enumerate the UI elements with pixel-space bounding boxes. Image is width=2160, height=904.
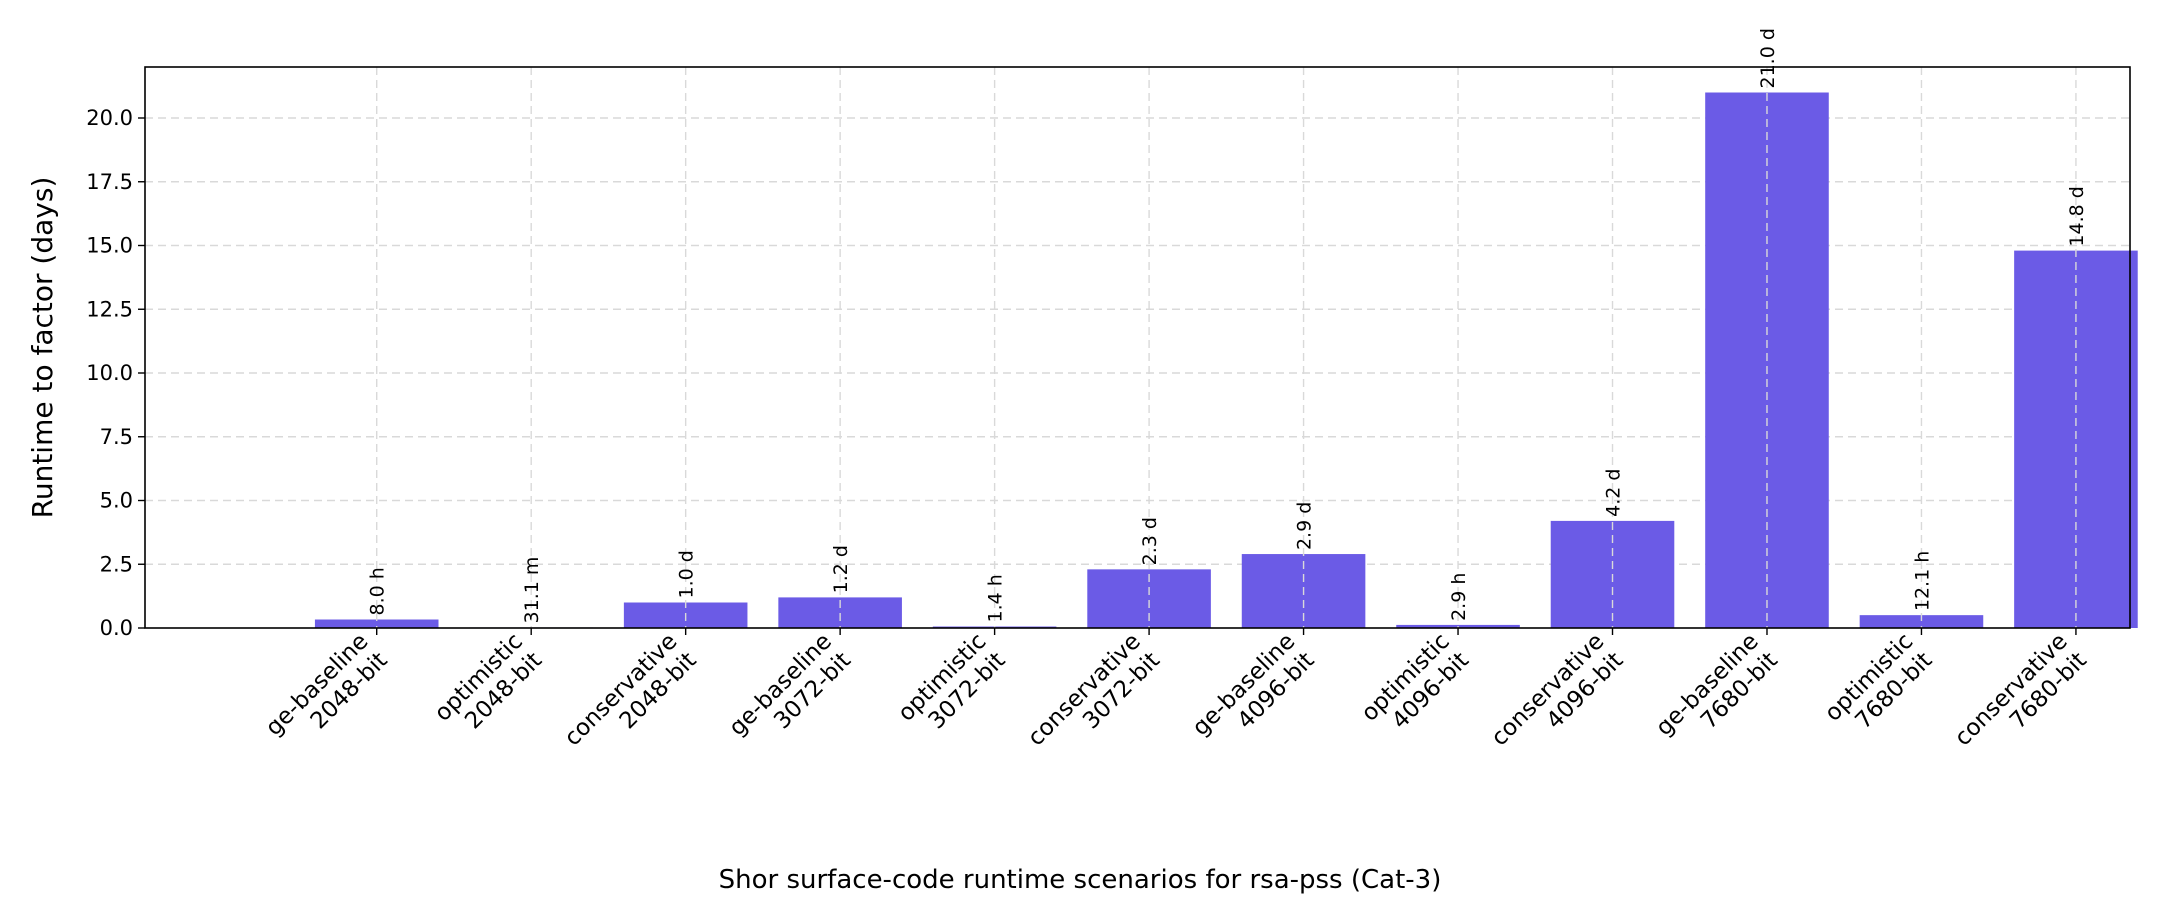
bar-value-label: 2.9 h: [1448, 573, 1470, 621]
bar-value-label: 31.1 m: [521, 557, 543, 624]
bar-value-labels: 8.0 h 31.1 m 1.0 d 1.2 d 1.4 h 2.3 d 2.9 d 2.9 …: [367, 28, 2088, 623]
y-tick-label: 7.5: [100, 425, 133, 449]
y-tick-label: 0.0: [100, 616, 133, 640]
y-tick-label: 17.5: [86, 170, 133, 194]
plot-frame: [144, 66, 2131, 629]
bar-value-label: 14.8 d: [2066, 186, 2088, 246]
chart-caption: Shor surface-code runtime scenarios for …: [719, 865, 1442, 895]
bar-value-label: 8.0 h: [367, 567, 389, 615]
vertical-grid: [376, 67, 2077, 628]
y-tick-label: 2.5: [100, 552, 133, 576]
y-tick-label: 20.0: [86, 106, 133, 130]
grid: [145, 117, 2130, 565]
bar-value-label: 2.9 d: [1294, 502, 1316, 550]
bar: [314, 619, 439, 628]
bar-value-label: 12.1 h: [1911, 551, 1933, 611]
bar-value-label: 2.3 d: [1139, 517, 1161, 565]
bar-value-label: 21.0 d: [1757, 28, 1779, 88]
bar: [1859, 615, 1984, 628]
y-axis: 0.0 2.5 5.0 7.5 10.0 12.5 15.0 17.5 20.0: [86, 106, 145, 640]
y-tick-label: 15.0: [86, 234, 133, 258]
y-tick-label: 10.0: [86, 361, 133, 385]
y-tick-label: 5.0: [100, 489, 133, 513]
bar-value-label: 1.2 d: [830, 545, 852, 593]
bar-value-label: 1.4 h: [985, 574, 1007, 622]
bar-value-label: 1.0 d: [676, 550, 698, 598]
bar-value-label: 4.2 d: [1603, 469, 1625, 517]
y-tick-label: 12.5: [86, 297, 133, 321]
y-axis-label: Runtime to factor (days): [26, 177, 59, 519]
